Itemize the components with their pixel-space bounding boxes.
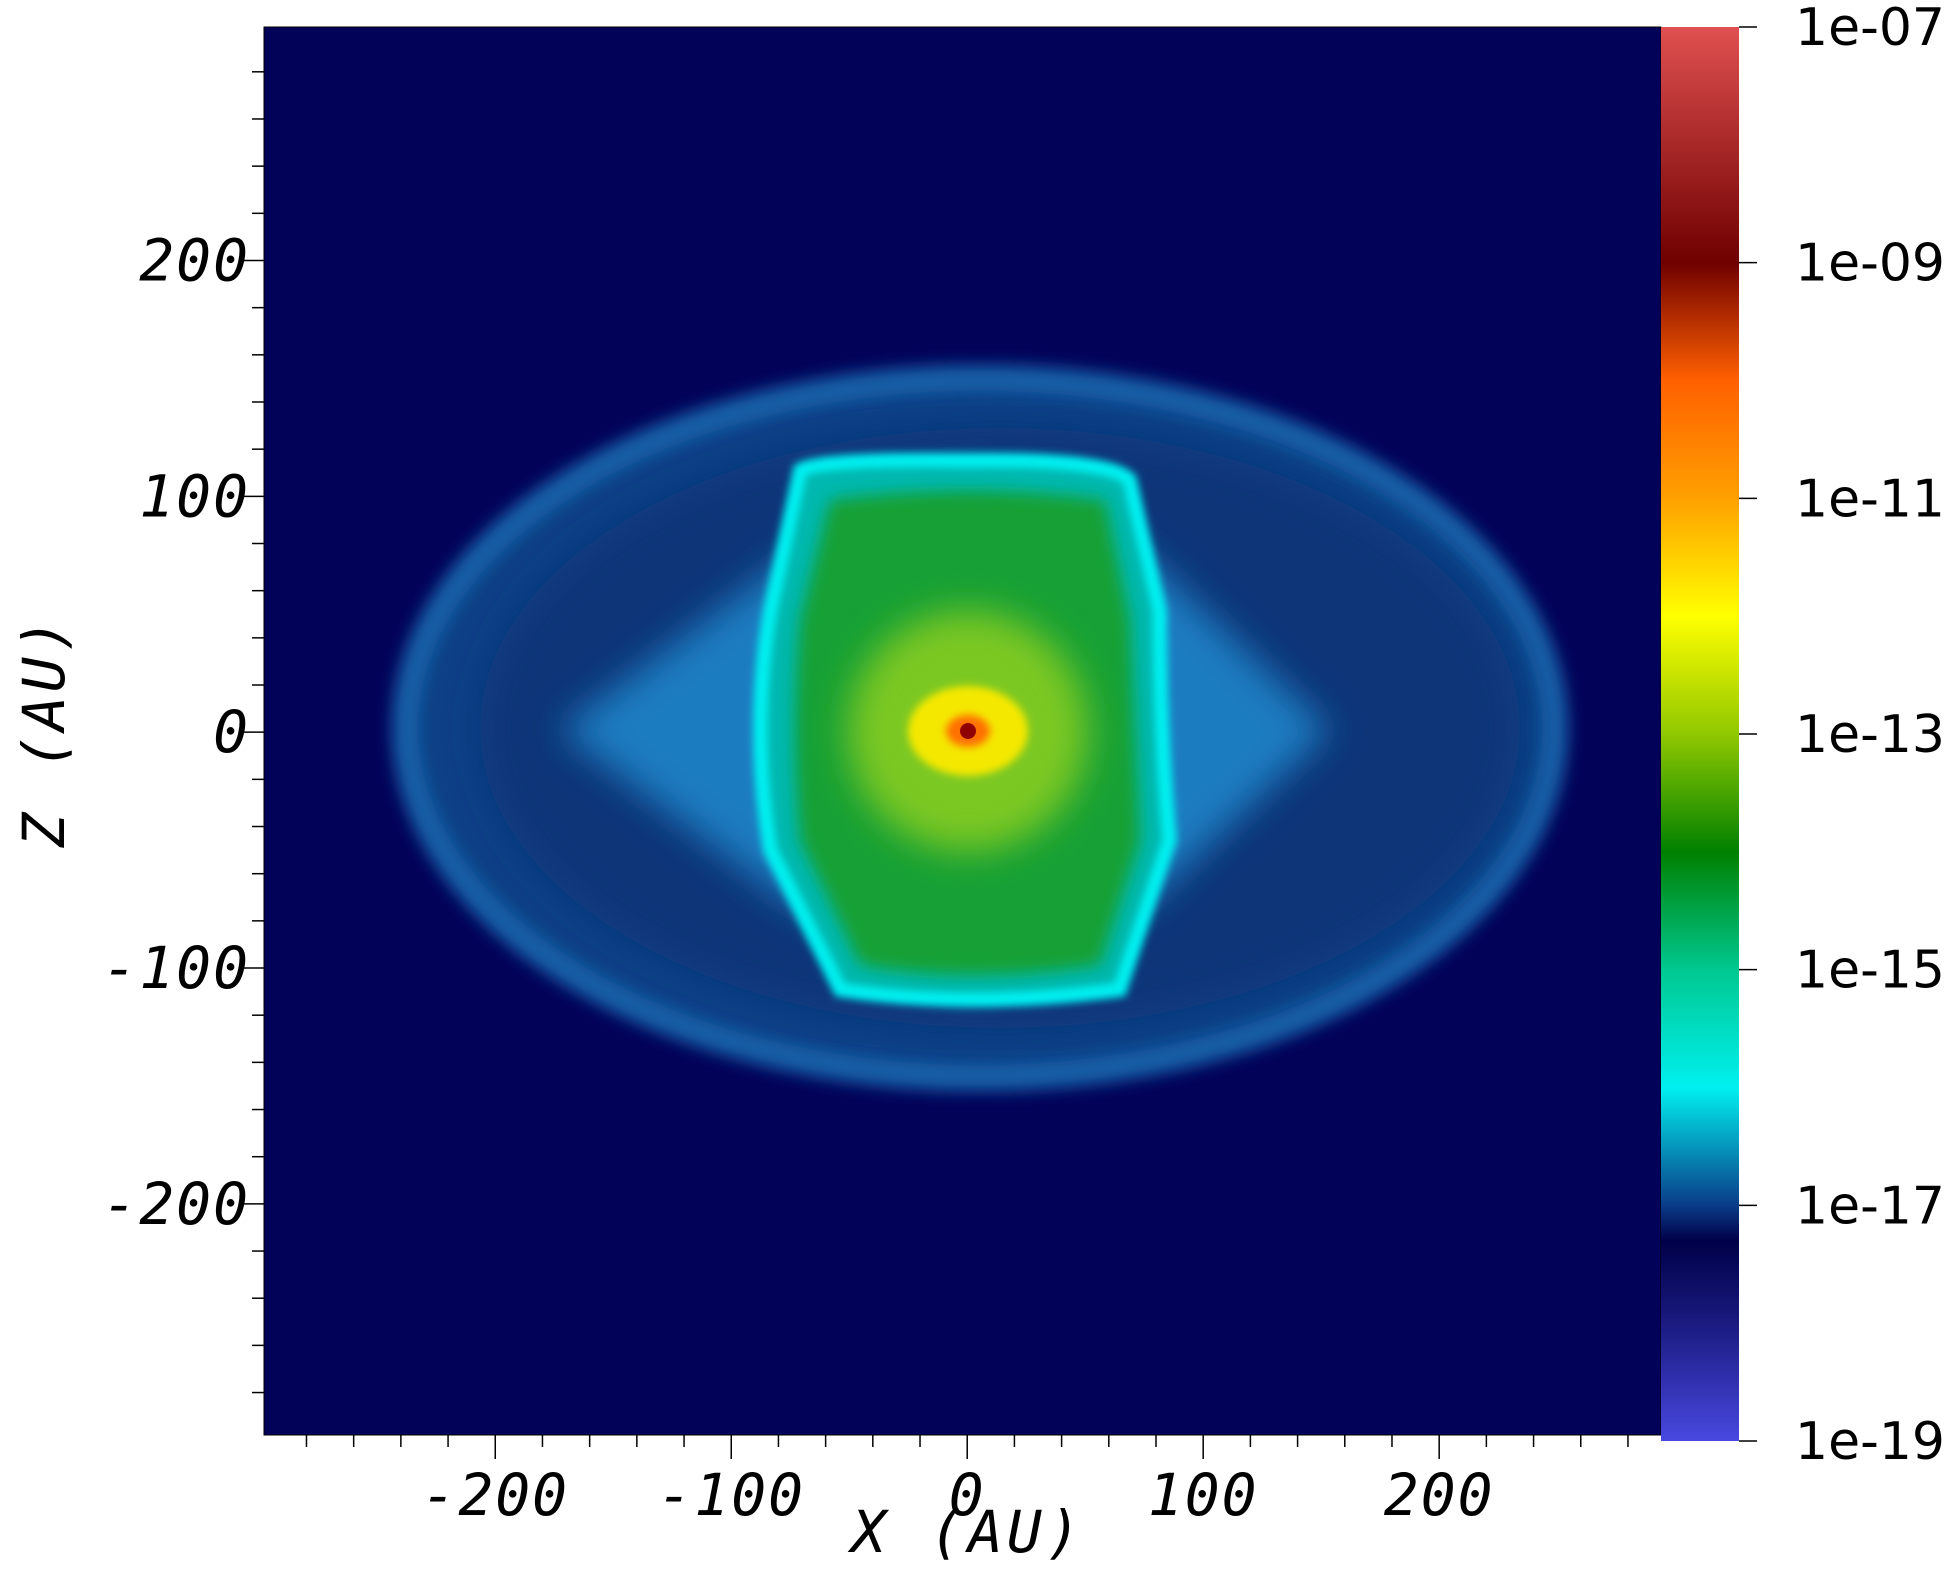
density-map bbox=[264, 27, 1661, 1435]
y-tick-label: -200 bbox=[102, 1170, 250, 1238]
colorbar-tick-label: 1e-19 bbox=[1795, 1412, 1945, 1472]
y-tick-label: -100 bbox=[102, 934, 250, 1002]
y-tick-label: 100 bbox=[139, 462, 250, 530]
x-tick-label: -200 bbox=[421, 1461, 569, 1529]
colorbar-tick-label: 1e-13 bbox=[1795, 705, 1945, 765]
colorbar bbox=[1661, 27, 1739, 1441]
x-tick-label: 100 bbox=[1148, 1461, 1259, 1529]
y-tick-label: 0 bbox=[213, 698, 250, 766]
colorbar-tick-label: 1e-07 bbox=[1795, 0, 1945, 58]
colorbar-tick-label: 1e-11 bbox=[1795, 469, 1945, 529]
x-axis-title: X (AU) bbox=[847, 1498, 1085, 1566]
x-tick-label: 0 bbox=[949, 1461, 986, 1529]
red-center bbox=[960, 723, 976, 739]
colorbar-tick-label: 1e-15 bbox=[1795, 941, 1945, 1001]
colorbar-tick-label: 1e-17 bbox=[1795, 1176, 1945, 1236]
colorbar-tick-label: 1e-09 bbox=[1795, 234, 1945, 294]
x-tick-label: -100 bbox=[657, 1461, 805, 1529]
y-tick-label: 200 bbox=[139, 226, 250, 294]
x-tick-label: 200 bbox=[1384, 1461, 1495, 1529]
y-axis-title: Z (AU) bbox=[10, 614, 78, 849]
